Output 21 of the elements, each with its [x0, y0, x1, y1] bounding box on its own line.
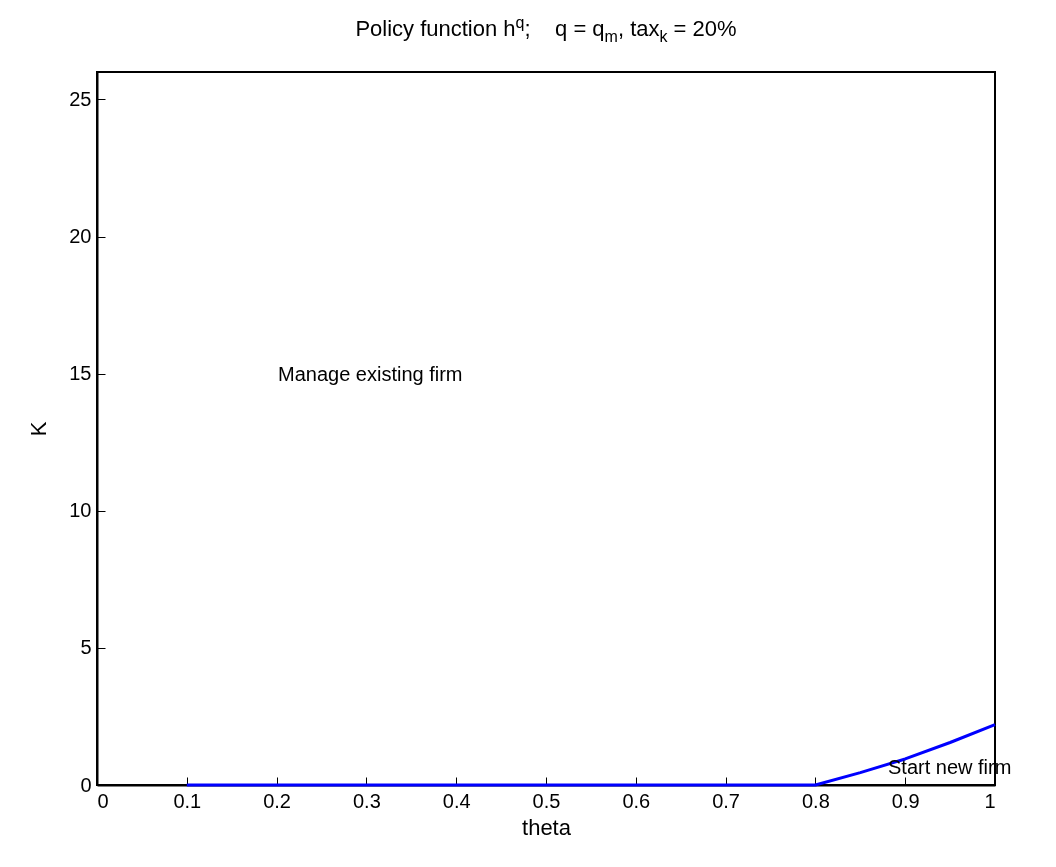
y-axis-title: K — [26, 421, 52, 437]
chart-title: Policy function h$^{q}$; q = q$_{m}$, tax$_{k}$ = 20% — [354, 14, 738, 46]
x-tick-label: 0 — [97, 789, 109, 812]
annotation: Manage existing firm — [278, 363, 463, 385]
x-tick-label: 0.7 — [712, 789, 741, 812]
x-tick-label: 0.4 — [442, 789, 471, 812]
y-tick-label: 0 — [80, 773, 92, 796]
y-tick-label: 15 — [69, 362, 92, 385]
x-tick-label: 0.6 — [622, 789, 651, 812]
x-tick-label: 0.9 — [891, 789, 920, 812]
y-tick-label: 25 — [69, 87, 92, 110]
x-tick-label: 0.2 — [263, 789, 292, 812]
y-tick-label: 5 — [80, 636, 92, 659]
y-tick-label: 10 — [69, 499, 92, 522]
x-tick-label: 0.3 — [352, 789, 381, 812]
x-axis-title: theta — [522, 814, 572, 840]
x-tick-label: 0.5 — [532, 789, 561, 812]
x-tick-label: 1 — [984, 789, 996, 812]
x-tick-label: 0.1 — [173, 789, 202, 812]
y-tick-label: 20 — [69, 225, 92, 248]
x-tick-label: 0.8 — [801, 789, 830, 812]
